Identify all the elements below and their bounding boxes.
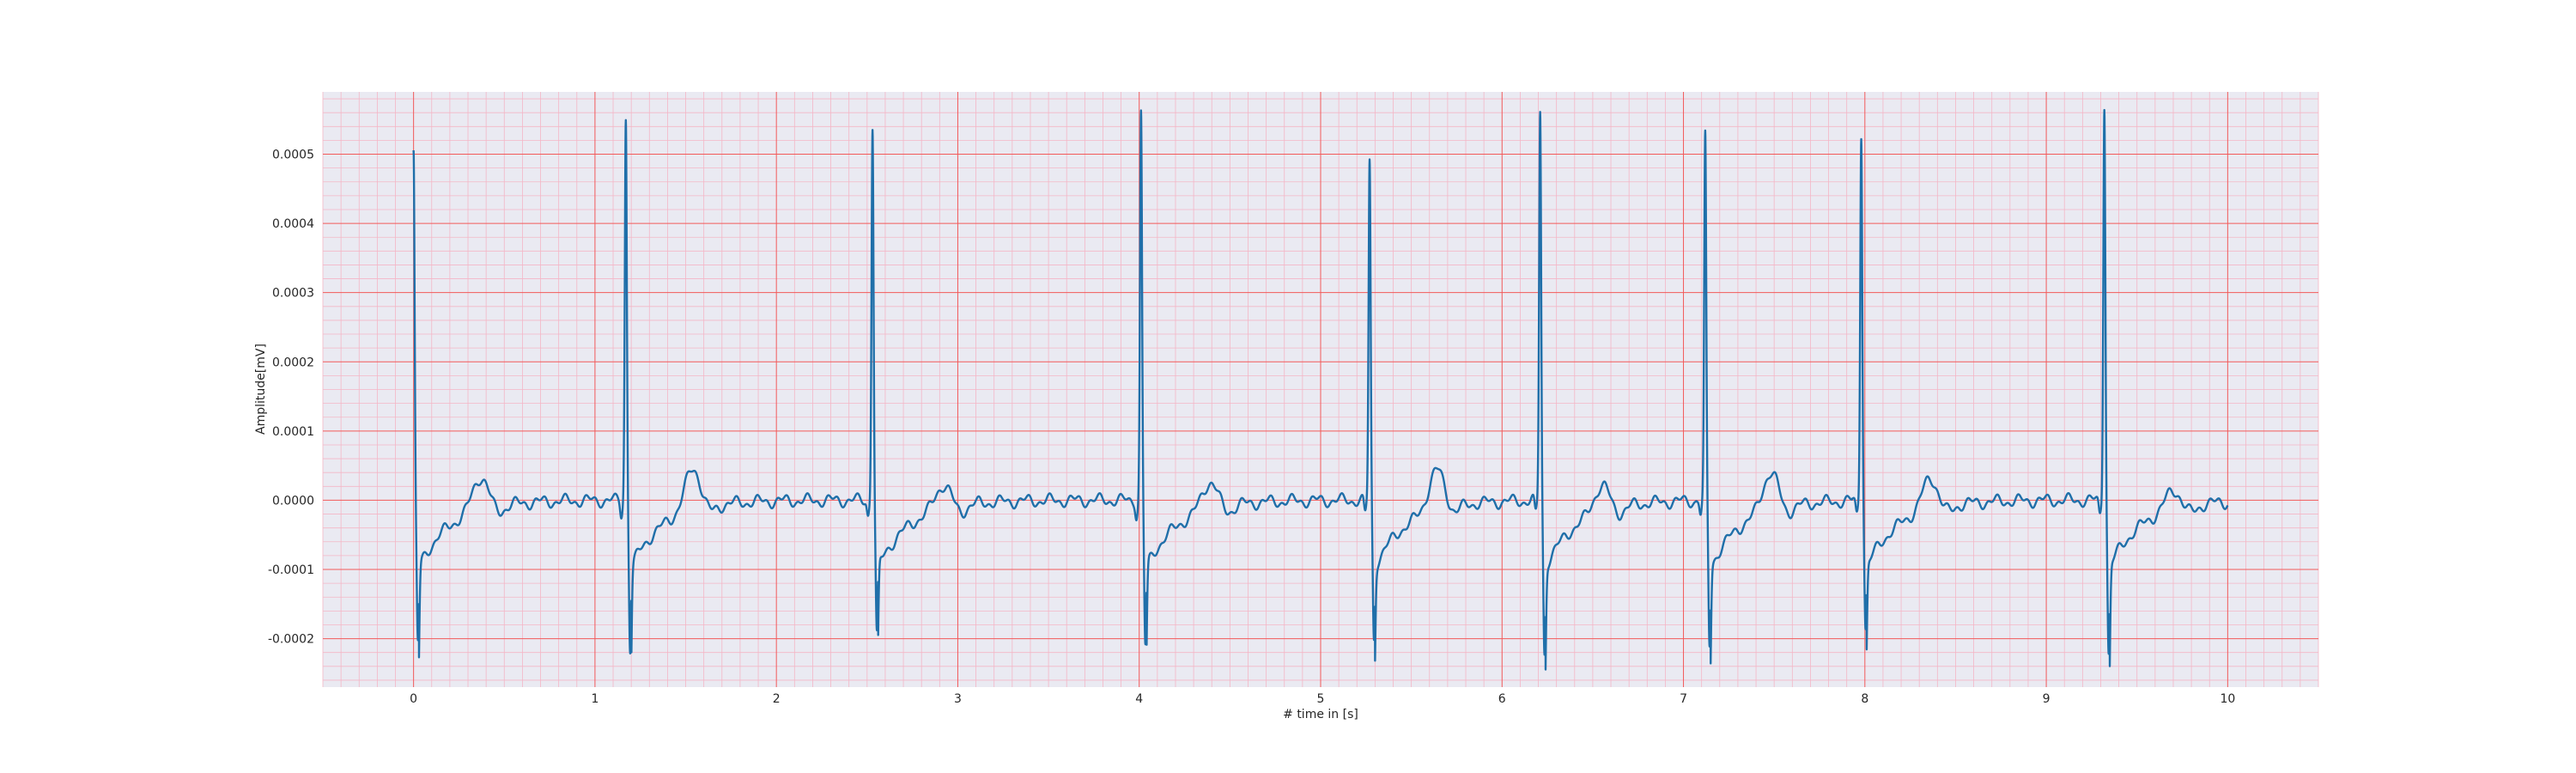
y-tick-label: -0.0002 [268, 633, 314, 647]
x-tick-label: 9 [2043, 692, 2050, 706]
y-axis-label: Amplitude[mV] [254, 344, 268, 435]
x-tick-label: 8 [1861, 692, 1868, 706]
x-tick-label: 1 [591, 692, 598, 706]
y-tick-label: 0.0001 [272, 425, 314, 439]
y-tick-label: 0.0003 [272, 287, 314, 301]
major-grid [323, 92, 2318, 687]
y-tick-label: 0.0000 [272, 494, 314, 508]
y-tick-label: 0.0004 [272, 217, 314, 231]
x-tick-label: 5 [1317, 692, 1325, 706]
ecg-series [412, 108, 2229, 671]
x-tick-label: 4 [1135, 692, 1143, 706]
x-tick-label: 0 [410, 692, 417, 706]
x-tick-label: 10 [2220, 692, 2235, 706]
x-tick-label: 3 [954, 692, 962, 706]
y-tick-label: -0.0001 [268, 563, 314, 577]
ecg-line [412, 108, 2229, 671]
x-tick-label: 6 [1498, 692, 1506, 706]
y-tick-label: 0.0002 [272, 356, 314, 369]
x-tick-label: 2 [773, 692, 781, 706]
y-tick-label: 0.0005 [272, 149, 314, 162]
y-axis-ticks: -0.0002 -0.0001 0.0000 0.0001 0.0002 0.0003 0.… [268, 149, 314, 647]
x-axis-ticks: 0 1 2 3 4 5 6 7 8 9 10 [410, 692, 2235, 706]
x-tick-label: 7 [1680, 692, 1687, 706]
x-axis-label: # time in [s] [1283, 708, 1358, 721]
